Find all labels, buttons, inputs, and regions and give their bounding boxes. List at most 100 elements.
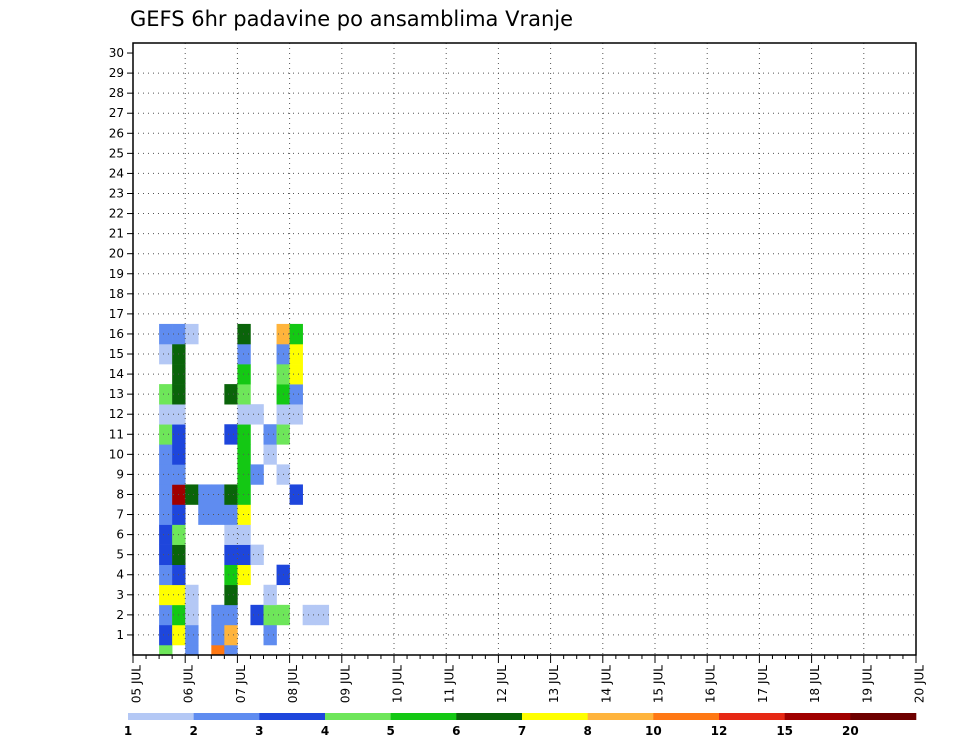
heatmap-cell	[289, 323, 303, 345]
heatmap-cell	[159, 384, 173, 405]
x-tick-label: 18 JUL	[808, 665, 822, 703]
x-tick-label: 14 JUL	[599, 665, 613, 703]
heatmap-cell	[237, 323, 251, 345]
heatmap-cell	[224, 644, 238, 655]
x-tick-label: 16 JUL	[704, 665, 718, 703]
colorbar-label: 20	[842, 724, 859, 738]
x-tick-label: 08 JUL	[286, 665, 300, 703]
colorbar-swatch	[325, 713, 391, 720]
heatmap-cell	[237, 364, 251, 385]
heatmap-cell	[224, 624, 238, 646]
x-tick-label: 07 JUL	[234, 665, 248, 703]
heatmap-cell	[224, 564, 238, 586]
y-tick-label: 11	[109, 427, 124, 441]
y-tick-label: 12	[109, 407, 124, 421]
heatmap-cell	[224, 584, 238, 606]
y-tick-label: 28	[109, 86, 124, 100]
heatmap-cell	[198, 504, 212, 525]
heatmap-cell	[211, 604, 225, 626]
heatmap-cell	[159, 604, 173, 626]
heatmap-cell	[159, 564, 173, 586]
colorbar-label: 10	[645, 724, 662, 738]
y-tick-label: 18	[109, 287, 124, 301]
heatmap-cell	[185, 484, 199, 505]
y-tick-label: 16	[109, 327, 124, 341]
heatmap-cell	[159, 544, 173, 566]
heatmap-cell	[289, 364, 303, 385]
heatmap-cell	[237, 464, 251, 485]
heatmap-cell	[185, 644, 199, 655]
heatmap-cell	[159, 444, 173, 465]
colorbar-swatch	[522, 713, 588, 720]
x-tick-label: 19 JUL	[860, 665, 874, 703]
y-tick-label: 25	[109, 146, 124, 160]
colorbar-label: 8	[583, 724, 591, 738]
heatmap-cell	[250, 404, 264, 425]
y-tick-label: 24	[109, 166, 124, 180]
heatmap-cell	[237, 343, 251, 365]
chart-title: GEFS 6hr padavine po ansamblima Vranje	[130, 7, 573, 31]
colorbar-swatch	[587, 713, 654, 720]
x-tick-label: 10 JUL	[391, 665, 405, 703]
heatmap-cell	[289, 484, 303, 505]
y-tick-label: 15	[109, 347, 124, 361]
heatmap-cell	[159, 584, 173, 606]
y-tick-label: 20	[109, 247, 124, 261]
colorbar-label: 1	[124, 724, 132, 738]
y-tick-label: 9	[116, 467, 124, 481]
colorbar-label: 6	[452, 724, 460, 738]
heatmap-cell	[159, 404, 173, 425]
heatmap-cell	[224, 544, 238, 566]
heatmap-cell	[224, 504, 238, 525]
colorbar-label: 3	[255, 724, 263, 738]
x-tick-label: 20 JUL	[913, 665, 927, 703]
heatmap-cell	[289, 343, 303, 365]
colorbar-swatch	[850, 713, 917, 720]
heatmap-cell	[211, 484, 225, 505]
x-tick-label: 15 JUL	[652, 665, 666, 703]
y-tick-label: 29	[109, 66, 124, 80]
heatmap-cell	[185, 584, 199, 606]
heatmap-cell	[250, 604, 264, 626]
colorbar-swatch	[259, 713, 326, 720]
heatmap-cells	[159, 323, 330, 655]
heatmap-cell	[263, 604, 277, 626]
x-tick-label: 05 JUL	[130, 665, 144, 703]
x-tick-label: 17 JUL	[756, 665, 770, 703]
heatmap-cell	[159, 343, 173, 365]
heatmap-cell	[185, 323, 199, 345]
colorbar-label: 15	[776, 724, 793, 738]
heatmap-cell	[237, 504, 251, 525]
heatmap-cell	[289, 404, 303, 425]
colorbar-label: 5	[386, 724, 394, 738]
heatmap-cell	[237, 524, 251, 545]
heatmap-cell	[159, 504, 173, 525]
heatmap-cell	[237, 444, 251, 465]
y-tick-label: 8	[116, 487, 124, 501]
heatmap-cell	[159, 524, 173, 545]
heatmap-cell	[250, 464, 264, 485]
x-tick-label: 12 JUL	[495, 665, 509, 703]
x-tick-label: 13 JUL	[547, 665, 561, 703]
heatmap-cell	[198, 484, 212, 505]
x-axis-ticks: 05 JUL 06 JUL 07 JUL 08 JUL 09 JUL 10 JUL 11 J…	[130, 655, 927, 703]
heatmap-cell	[159, 424, 173, 445]
grid-lines	[133, 43, 916, 655]
heatmap-cell	[289, 384, 303, 405]
heatmap-cell	[159, 323, 173, 345]
heatmap-cell	[159, 464, 173, 485]
heatmap-cell	[237, 424, 251, 445]
colorbar-swatch	[390, 713, 457, 720]
colorbar-label: 12	[711, 724, 728, 738]
y-tick-label: 5	[116, 548, 124, 562]
heatmap-cell	[263, 444, 277, 465]
y-tick-label: 3	[116, 588, 124, 602]
heatmap-cell	[250, 544, 264, 566]
heatmap-cell	[159, 484, 173, 505]
heatmap-cell	[224, 604, 238, 626]
x-tick-label: 06 JUL	[182, 665, 196, 703]
x-tick-label: 11 JUL	[443, 665, 457, 703]
y-tick-label: 2	[116, 608, 124, 622]
colorbar-label: 2	[189, 724, 197, 738]
heatmap-cell	[237, 384, 251, 405]
